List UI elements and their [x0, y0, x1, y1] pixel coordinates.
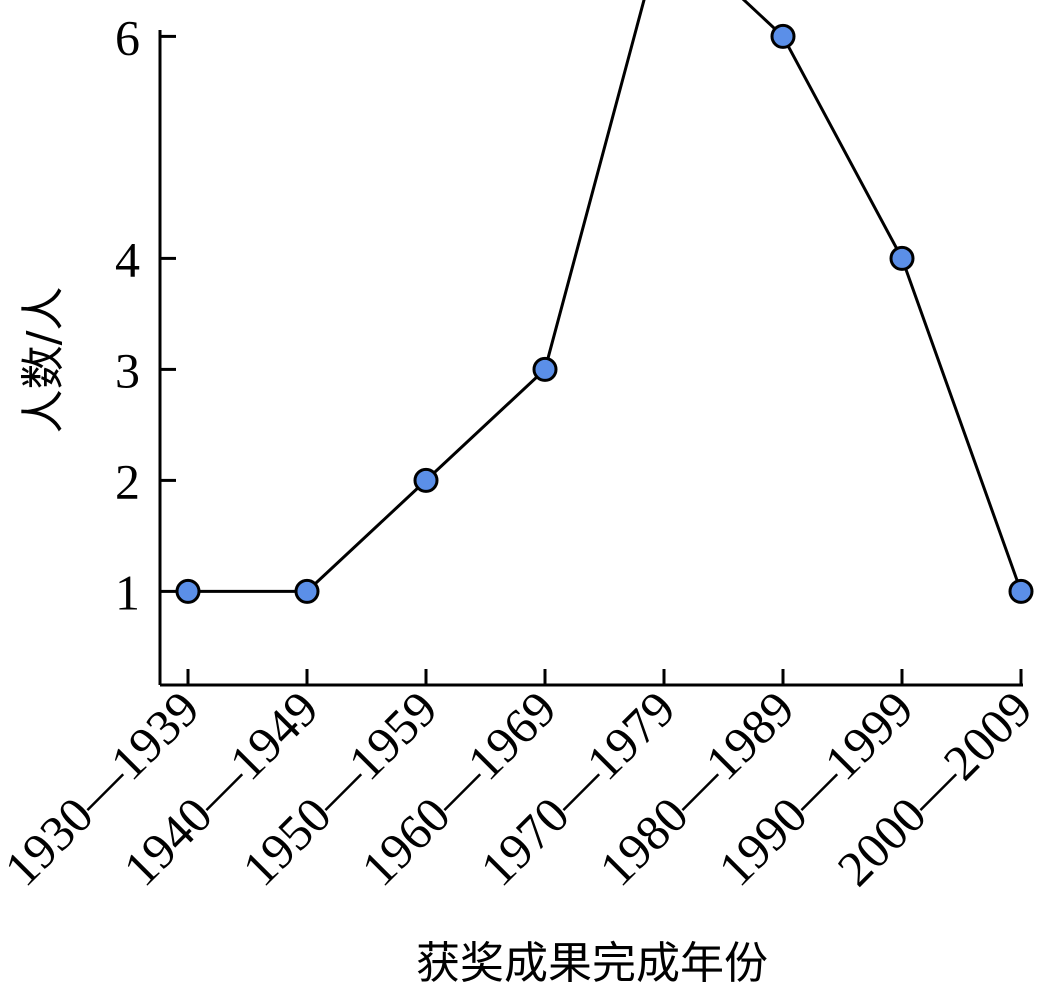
series-line	[188, 0, 1023, 593]
data-point	[532, 356, 558, 382]
y-ticks: 123467	[115, 9, 176, 620]
data-point	[889, 245, 915, 271]
data-point	[1008, 578, 1034, 604]
y-tick-label: 3	[115, 342, 140, 398]
y-tick-label: 6	[115, 9, 140, 65]
data-point	[413, 467, 439, 493]
x-axis-title: 获奖成果完成年份	[416, 938, 768, 989]
data-point	[175, 578, 201, 604]
series-group	[175, 0, 1034, 604]
y-tick-label: 4	[115, 231, 140, 287]
x-ticks: 1930—19391940—19491950—19591960—19691970…	[0, 669, 1043, 897]
y-tick-label: 1	[115, 564, 140, 620]
y-tick-label: 2	[115, 453, 140, 509]
data-point	[294, 578, 320, 604]
data-point	[770, 23, 796, 49]
y-axis-title: 人数/人	[18, 287, 69, 434]
